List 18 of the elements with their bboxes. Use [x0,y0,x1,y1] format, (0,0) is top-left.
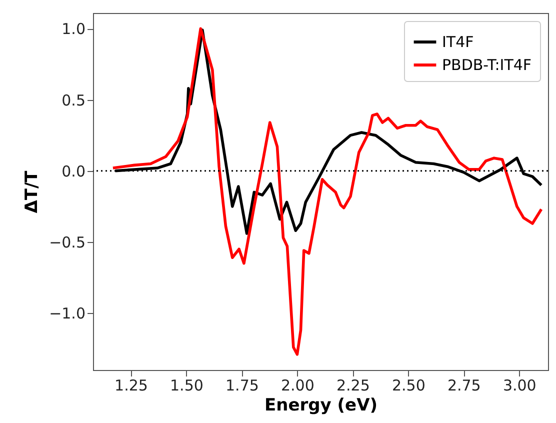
y-tick-label: −0.5 [49,233,86,252]
legend-label: IT4F [442,33,474,51]
y-tick-label: 0.5 [62,91,86,110]
y-tick-label: 1.0 [62,20,86,38]
x-tick-label: 1.75 [226,376,259,394]
x-tick-label: 1.50 [170,376,204,394]
x-tick-label: 3.00 [502,376,536,394]
line-series [112,27,543,356]
x-tick-label: 2.00 [280,376,314,394]
y-tick-label: 0.0 [62,162,86,180]
x-tick-label: 2.50 [392,376,426,394]
y-tick-label: −1.0 [49,304,86,323]
x-tick-label: 2.25 [336,376,370,394]
legend-label: PBDB-T:IT4F [442,56,532,74]
x-axis-title: Energy (eV) [264,396,378,416]
x-tick-label: 2.75 [447,376,481,394]
x-tick-label: 1.25 [114,376,148,394]
y-axis-title: ΔT/T [22,170,42,214]
